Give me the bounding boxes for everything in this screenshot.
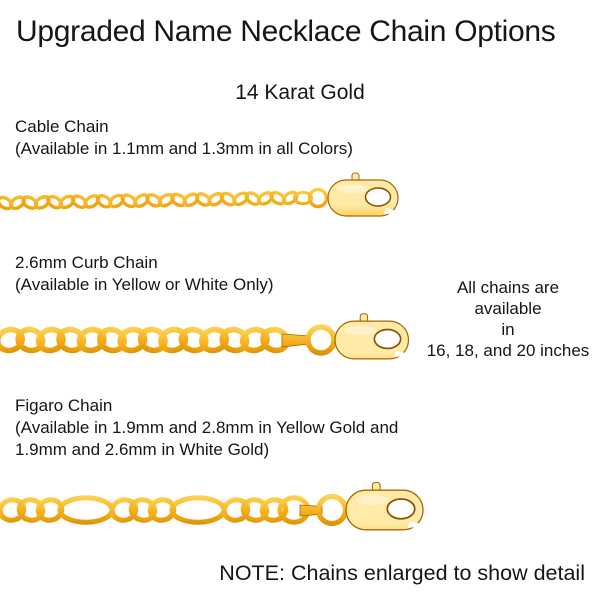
figaro-chain-availability: (Available in 1.9mm and 2.8mm in Yellow … (15, 418, 399, 437)
length-note-line: in (501, 320, 515, 339)
page-title: Upgraded Name Necklace Chain Options (16, 15, 556, 48)
length-note-line: 16, 18, and 20 inches (426, 341, 590, 360)
length-note-line: available (474, 299, 542, 318)
figaro-chain-image (0, 481, 427, 531)
curb-chain-availability: (Available in Yellow or White Only) (15, 275, 274, 294)
curb-chain-image (0, 313, 412, 360)
figaro-chain-availability: 1.9mm and 2.6mm in White Gold) (15, 440, 270, 459)
cable-chain-label: Cable Chain (Available in 1.1mm and 1.3m… (15, 116, 485, 160)
figaro-chain-name: Figaro Chain (15, 396, 113, 415)
curb-chain-name: 2.6mm Curb Chain (15, 253, 158, 272)
cable-chain-image (0, 172, 401, 217)
cable-chain-name: Cable Chain (15, 117, 109, 136)
figaro-chain-label: Figaro Chain (Available in 1.9mm and 2.8… (15, 395, 515, 461)
footer-note: NOTE: Chains enlarged to show detail (219, 561, 585, 585)
length-note-line: All chains are (456, 278, 560, 297)
length-note: All chains are available in 16, 18, and … (420, 277, 596, 361)
cable-chain-availability: (Available in 1.1mm and 1.3mm in all Col… (15, 139, 353, 158)
page-subtitle: 14 Karat Gold (235, 81, 365, 104)
curb-chain-label: 2.6mm Curb Chain (Available in Yellow or… (15, 252, 485, 296)
